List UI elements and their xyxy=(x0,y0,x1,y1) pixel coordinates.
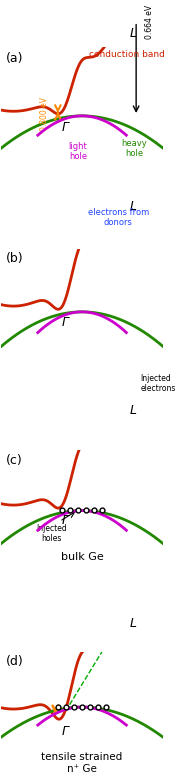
Text: (d): (d) xyxy=(5,656,23,668)
Text: L: L xyxy=(129,404,136,417)
Text: Injected
electrons: Injected electrons xyxy=(140,373,176,393)
Text: 0.664 eV: 0.664 eV xyxy=(145,5,154,39)
Text: L: L xyxy=(129,200,136,213)
Text: Γ: Γ xyxy=(62,315,69,329)
Text: (a): (a) xyxy=(5,52,23,65)
Text: (b): (b) xyxy=(5,252,23,265)
Text: electrons from
donors: electrons from donors xyxy=(88,208,149,227)
Text: heavy
hole: heavy hole xyxy=(122,139,147,158)
Text: conduction band: conduction band xyxy=(89,49,164,59)
Text: L: L xyxy=(129,27,136,40)
Text: L: L xyxy=(129,617,136,630)
Text: Injected
holes: Injected holes xyxy=(36,523,67,543)
Text: Γ: Γ xyxy=(62,514,69,527)
Text: tensile strained
n⁺ Ge: tensile strained n⁺ Ge xyxy=(41,752,123,773)
Text: 0.800 eV: 0.800 eV xyxy=(40,97,49,131)
Text: Γ: Γ xyxy=(62,121,69,134)
Text: light
hole: light hole xyxy=(69,141,87,161)
Text: (c): (c) xyxy=(5,454,22,467)
Text: Γ: Γ xyxy=(62,725,69,738)
Text: bulk Ge: bulk Ge xyxy=(61,552,104,562)
